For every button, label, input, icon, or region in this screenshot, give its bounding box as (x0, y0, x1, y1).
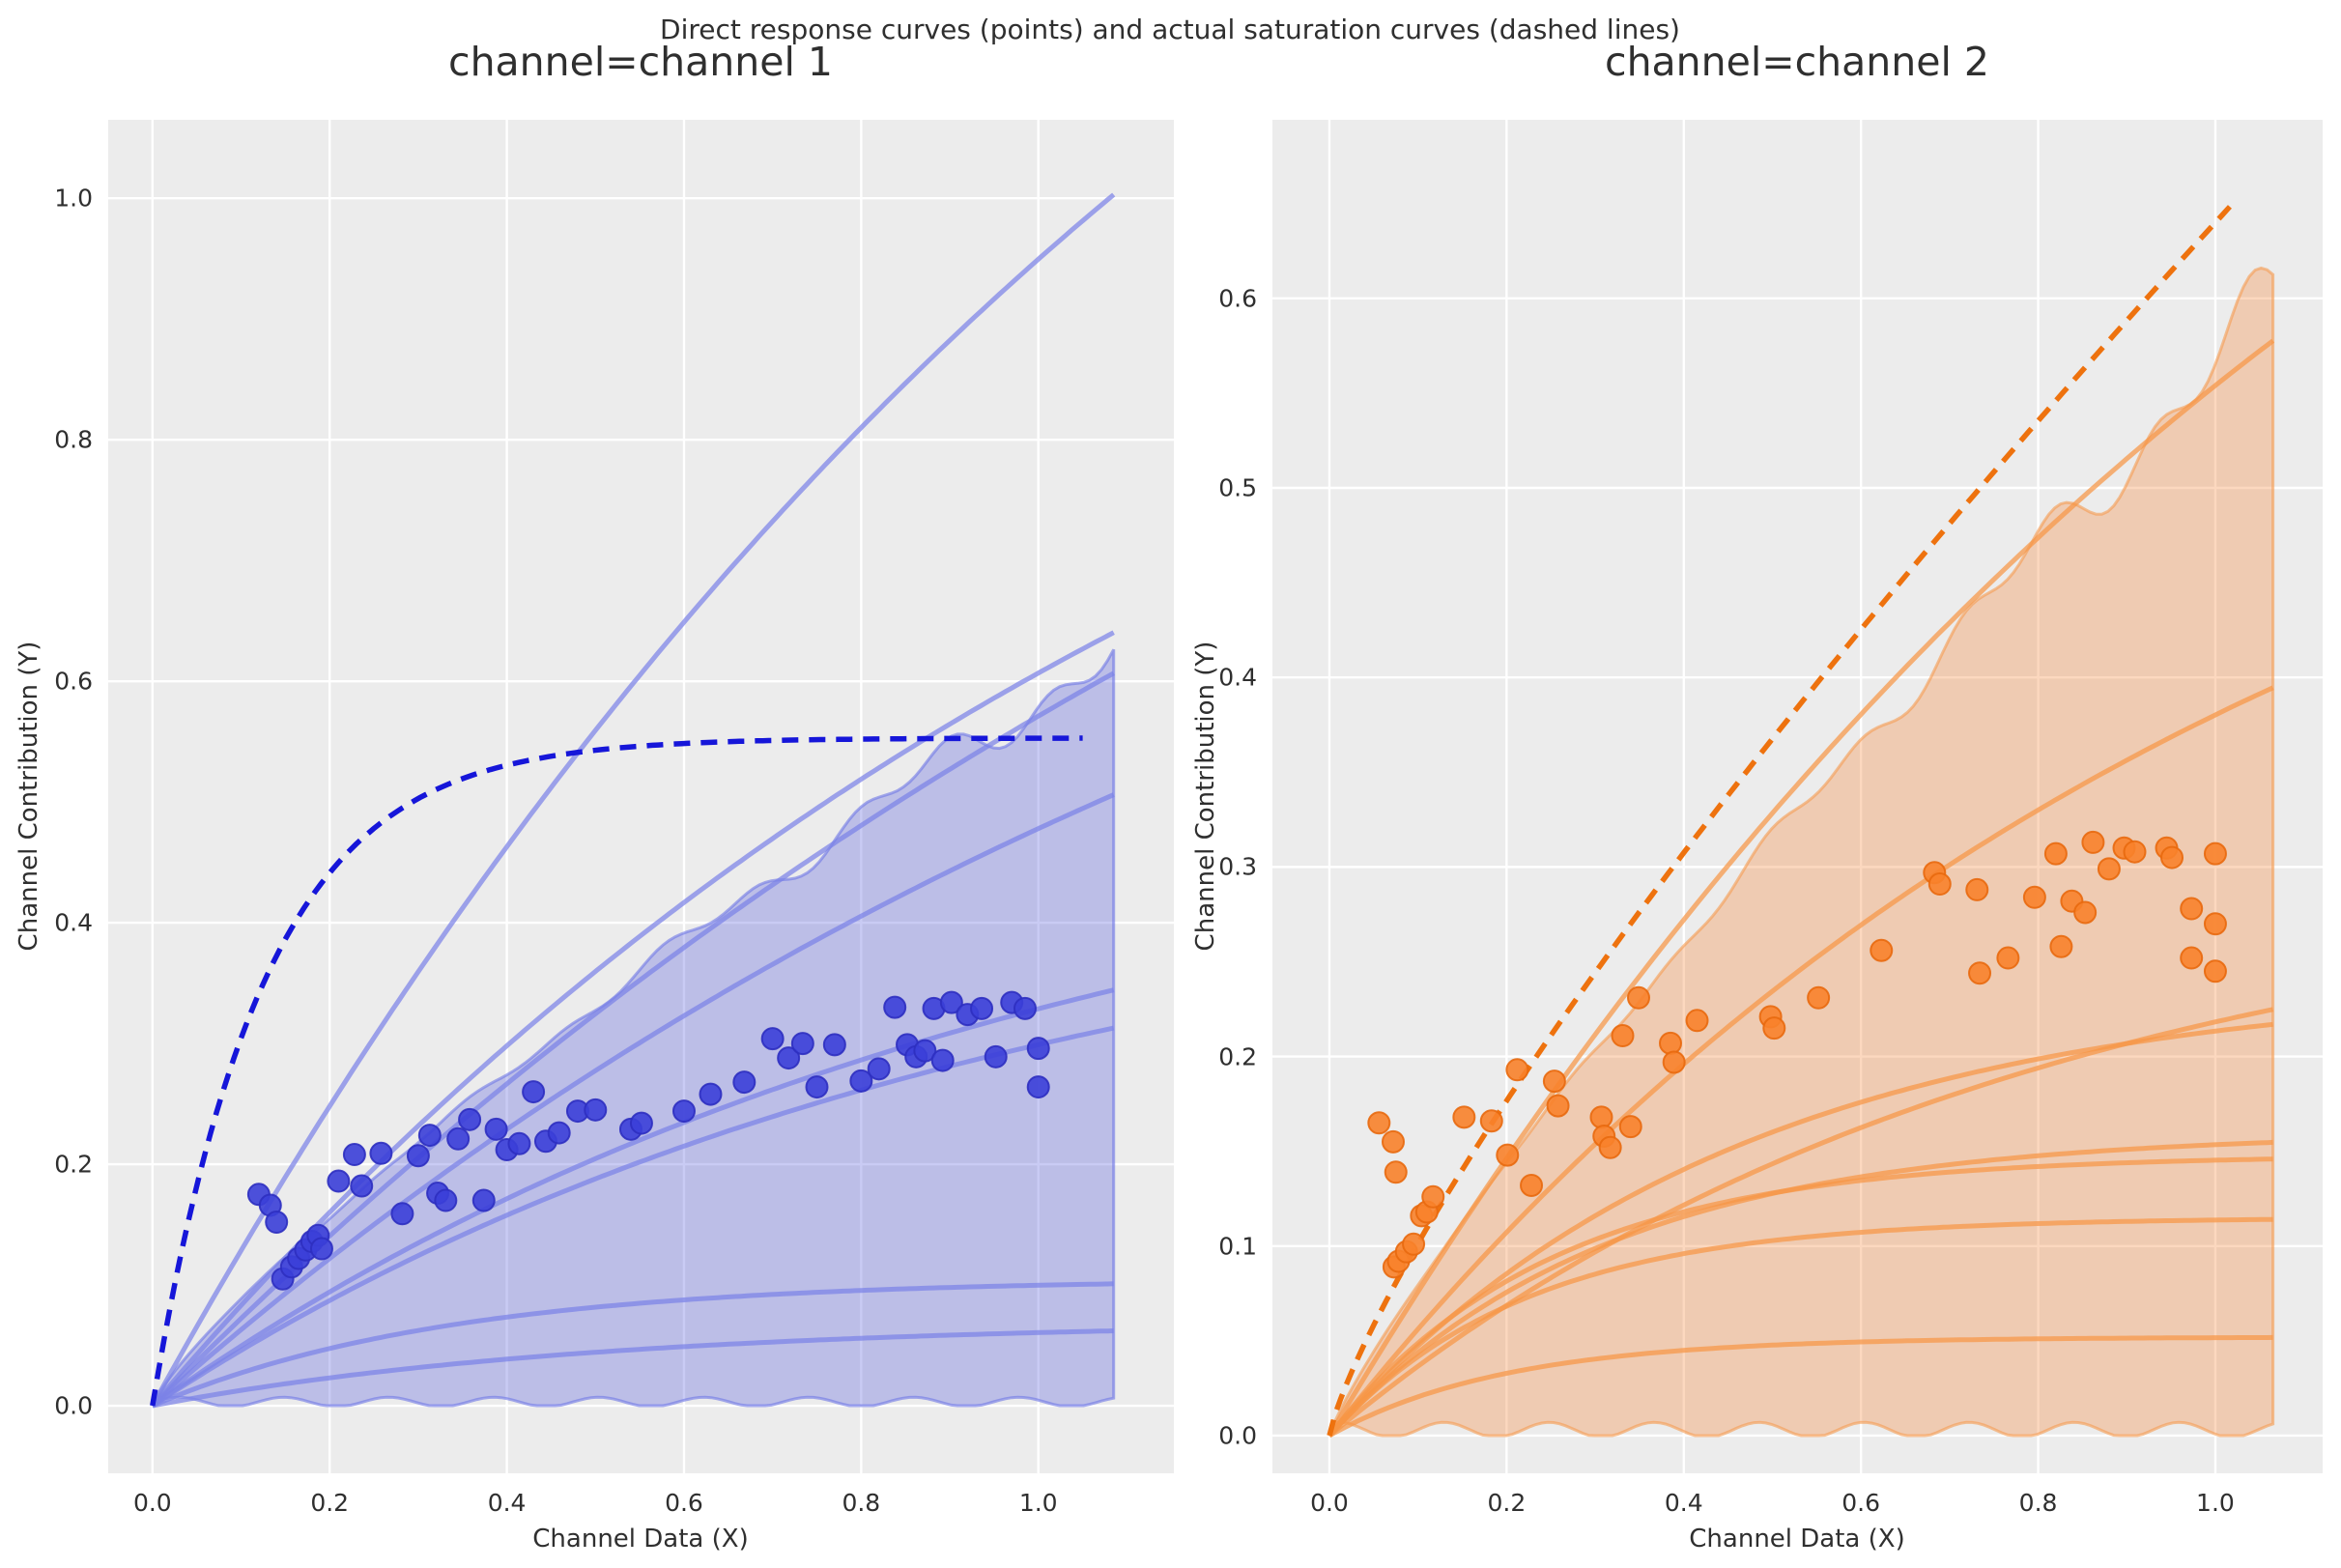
x-tick-label: 1.0 (1018, 1489, 1058, 1517)
y-tick-label: 0.0 (1218, 1421, 1257, 1450)
figure-suptitle: Direct response curves (points) and actu… (660, 14, 1680, 45)
panel-title-channel-1: channel=channel 1 (448, 39, 833, 85)
y-tick-label: 0.4 (1218, 663, 1257, 692)
x-tick-label: 0.2 (1487, 1489, 1527, 1517)
y-axis-label-channel-1: Channel Contribution (Y) (14, 641, 43, 952)
y-tick-label: 0.3 (1218, 852, 1257, 881)
y-tick-label: 1.0 (54, 184, 93, 213)
x-tick-label: 0.8 (2018, 1489, 2058, 1517)
panel-title-channel-2: channel=channel 2 (1605, 39, 1989, 85)
y-tick-label: 0.4 (54, 908, 93, 937)
x-tick-label: 0.0 (1310, 1489, 1349, 1517)
x-tick-label: 1.0 (2196, 1489, 2235, 1517)
y-tick-label: 0.2 (1218, 1042, 1257, 1071)
plot-canvas-channel-2 (1272, 120, 2323, 1473)
x-axis-label-channel-1: Channel Data (X) (532, 1525, 749, 1554)
plot-canvas-channel-1 (108, 120, 1174, 1473)
x-tick-label: 0.4 (1664, 1489, 1703, 1517)
x-tick-label: 0.0 (132, 1489, 172, 1517)
y-tick-label: 0.5 (1218, 473, 1257, 502)
y-tick-label: 0.1 (1218, 1232, 1257, 1261)
x-tick-label: 0.4 (487, 1489, 527, 1517)
y-tick-label: 0.0 (54, 1391, 93, 1420)
x-tick-label: 0.6 (665, 1489, 703, 1517)
y-tick-label: 0.6 (1218, 284, 1257, 313)
y-tick-label: 0.2 (54, 1150, 93, 1179)
y-tick-label: 0.6 (54, 667, 93, 696)
x-tick-label: 0.2 (310, 1489, 350, 1517)
x-axis-label-channel-2: Channel Data (X) (1689, 1525, 1905, 1554)
y-axis-label-channel-2: Channel Contribution (Y) (1191, 641, 1220, 952)
y-tick-label: 0.8 (54, 425, 93, 454)
x-tick-label: 0.6 (1841, 1489, 1881, 1517)
x-tick-label: 0.8 (842, 1489, 881, 1517)
